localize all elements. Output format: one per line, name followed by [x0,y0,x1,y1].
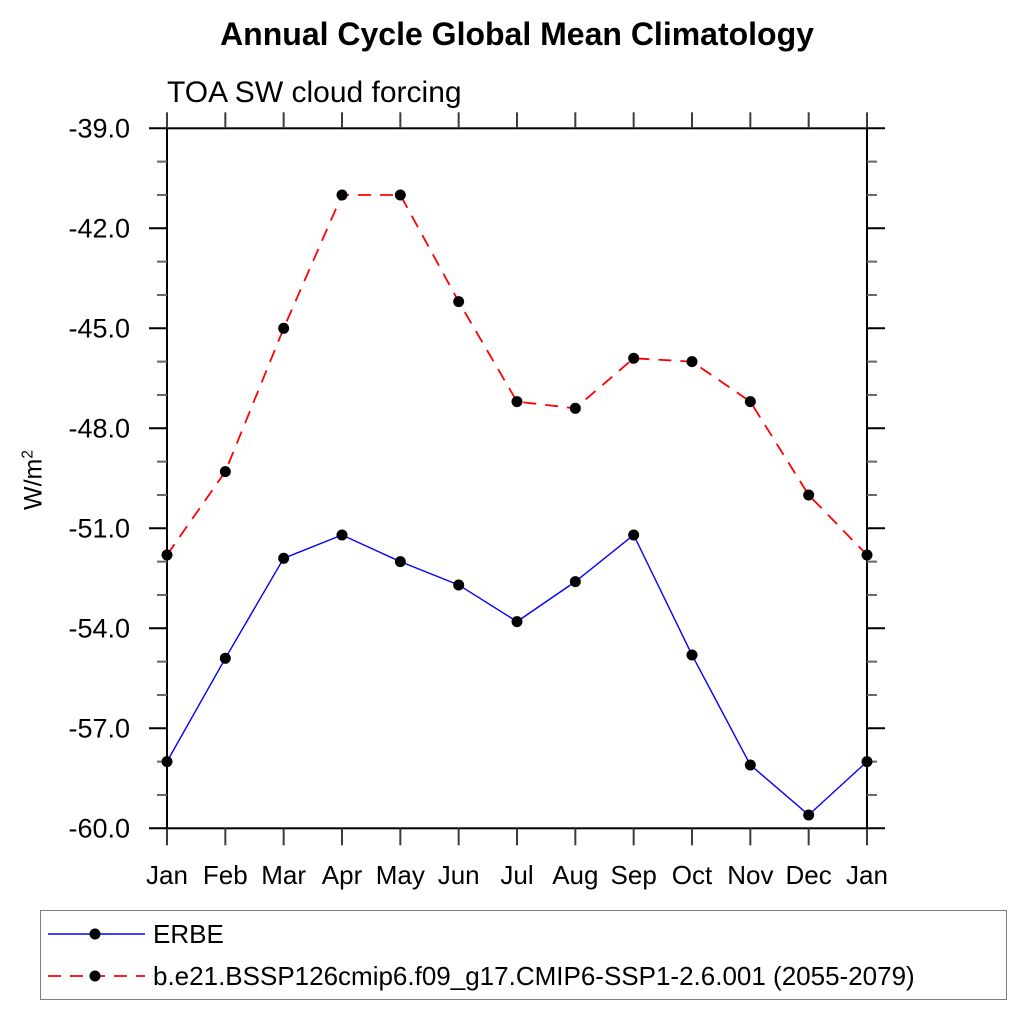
x-tick-label: Jun [438,860,480,890]
data-point-marker [628,352,640,364]
legend-sample-dashed-line [48,970,145,982]
data-point-marker [744,759,756,771]
y-tick-label: -45.0 [68,313,130,343]
data-point-marker [628,529,640,541]
x-tick-label: Sep [611,860,657,890]
x-tick-label: Mar [261,860,306,890]
y-tick-label: -60.0 [68,813,130,843]
x-tick-label: Nov [727,860,773,890]
x-tick-label: Oct [672,860,713,890]
data-point-marker [511,396,523,408]
data-point-marker [744,396,756,408]
data-point-marker [336,529,348,541]
chart-title: Annual Cycle Global Mean Climatology [220,16,814,52]
data-point-marker [278,322,290,334]
x-tick-label: Jul [500,860,533,890]
y-tick-label: -54.0 [68,613,130,643]
data-point-marker [686,649,698,661]
x-tick-label: Jan [846,860,888,890]
y-tick-label: -39.0 [68,113,130,143]
data-point-marker [394,556,406,568]
data-point-marker [453,296,465,308]
x-tick-label: Jan [146,860,188,890]
legend: ERBE b.e21.BSSP126cmip6.f09_g17.CMIP6-SS… [40,910,1007,1000]
data-point-marker [219,466,231,478]
x-axis-ticks-and-labels: Jan Feb Mar Apr May Jun Jul Aug Sep Oct Nov Dec Jan [146,112,888,890]
data-point-marker [278,552,290,564]
y-axis-ticks-and-labels: -39.0 -42.0 -45.0 -48.0 -51.0 -54.0 -57.0 -60.0 [68,113,885,843]
data-point-marker [336,189,348,201]
data-point-marker [803,489,815,501]
data-point-marker [861,549,873,561]
data-point-marker [803,809,815,821]
series-line [166,194,868,556]
y-tick-label: -57.0 [68,713,130,743]
data-point-marker [453,579,465,591]
legend-marker-dot [89,970,101,982]
data-point-marker [219,652,231,664]
x-tick-label: Aug [552,860,598,890]
x-tick-label: Feb [203,860,248,890]
chart-subtitle: TOA SW cloud forcing [167,76,462,109]
series-model [161,189,873,561]
series-erbe [161,529,873,821]
data-point-marker [394,189,406,201]
data-point-marker [511,616,523,628]
legend-marker-dot [89,928,101,940]
axis-frame [166,127,868,830]
legend-label-model: b.e21.BSSP126cmip6.f09_g17.CMIP6-SSP1-2.… [153,961,915,992]
legend-item-erbe: ERBE [47,914,1006,954]
x-tick-label: Dec [786,860,832,890]
legend-item-model: b.e21.BSSP126cmip6.f09_g17.CMIP6-SSP1-2.… [47,956,1006,996]
legend-label-erbe: ERBE [153,918,224,949]
data-point-marker [569,402,581,414]
y-tick-label: -51.0 [68,513,130,543]
x-tick-label: May [376,860,425,890]
x-tick-label: Apr [322,860,363,890]
y-tick-label: -42.0 [68,213,130,243]
data-point-marker [161,756,173,768]
data-point-marker [686,356,698,368]
data-point-marker [161,549,173,561]
data-point-marker [569,576,581,588]
y-tick-label: -48.0 [68,413,130,443]
data-point-marker [861,756,873,768]
legend-sample-solid-line [48,928,145,940]
series-line [166,533,868,816]
